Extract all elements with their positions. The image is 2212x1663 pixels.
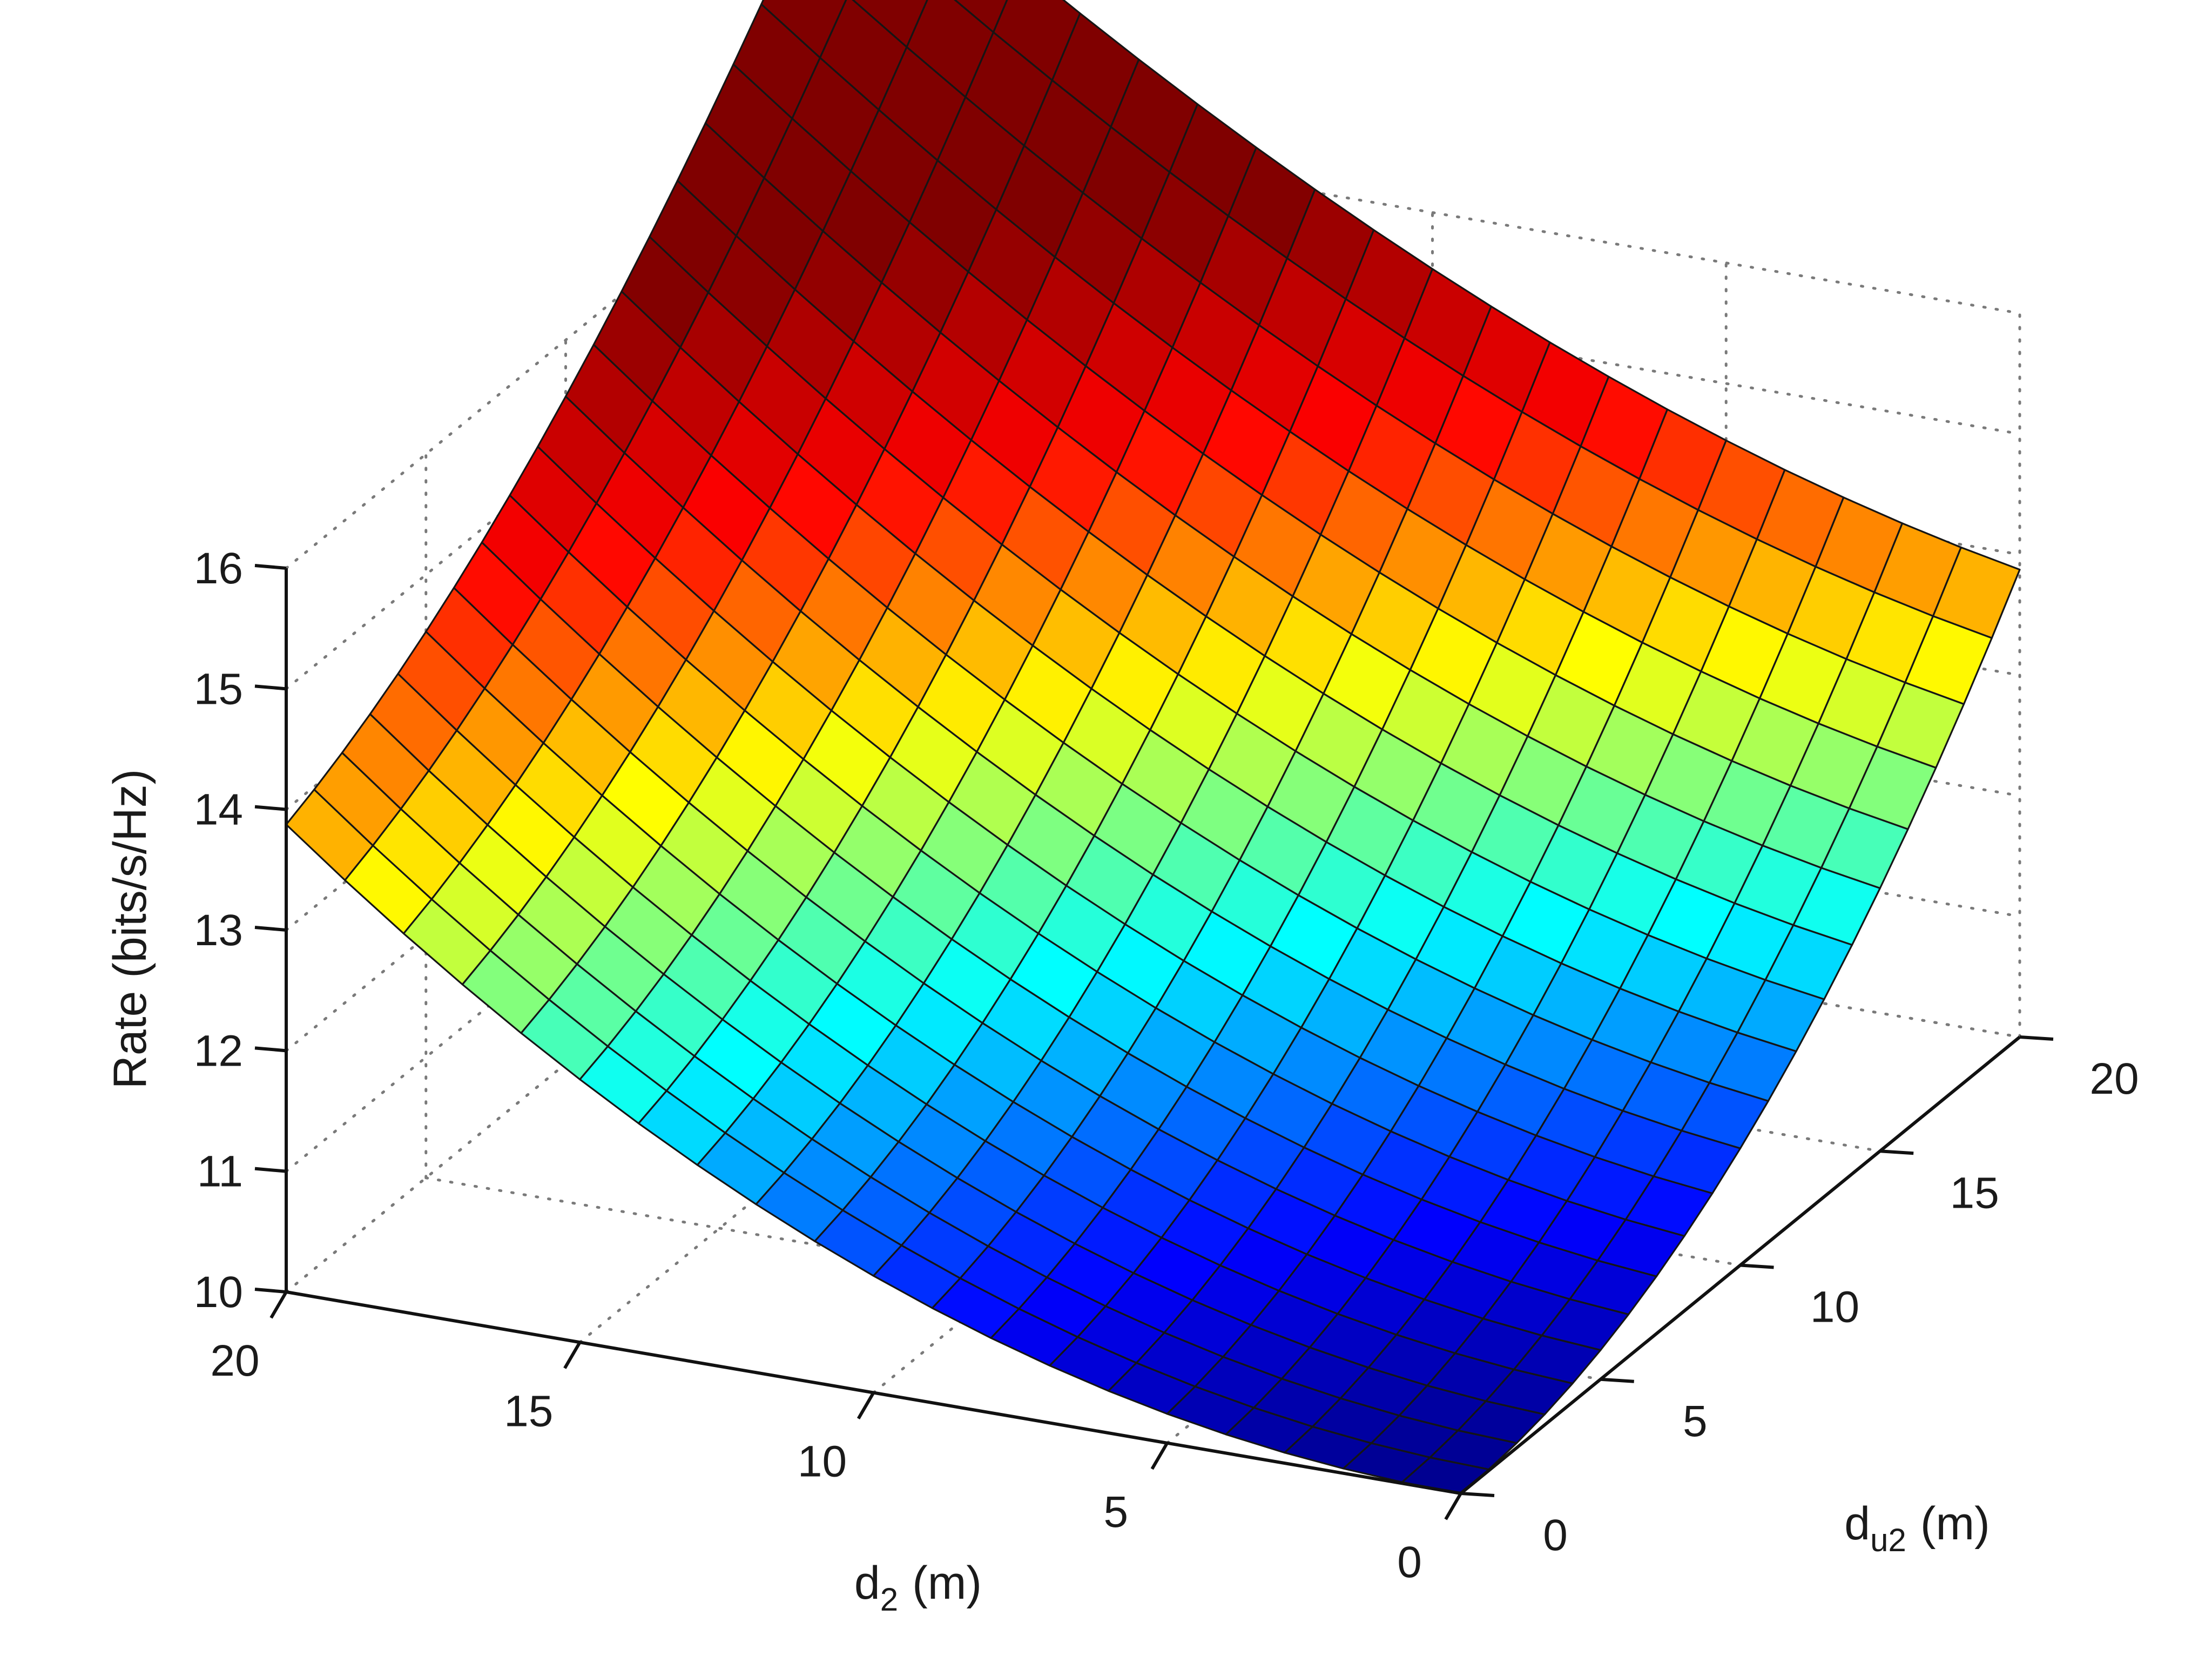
x-tick-20 (269, 1291, 288, 1319)
z-tick-15 (254, 684, 287, 691)
x-tick-0 (1444, 1492, 1462, 1520)
y-axis-label-main: d (1844, 1498, 1870, 1550)
axis-labels: Rate (bits/s/Hz) d2 (m) du2 (m) (104, 769, 1990, 1618)
z-tick-label-10: 10 (194, 1268, 243, 1317)
y-axis-label-unit: (m) (1920, 1498, 1990, 1550)
y-tick-label-5: 5 (1683, 1397, 1708, 1446)
surface-patch-17-19 (954, 0, 1008, 33)
z-tick-14 (254, 805, 287, 811)
x-tick-5 (1150, 1442, 1169, 1470)
x-axis-label-subscript: 2 (880, 1581, 898, 1618)
x-axis-label: d2 (m) (854, 1557, 982, 1618)
x-tick-label-5: 5 (1103, 1487, 1128, 1537)
z-tick-label-15: 15 (194, 664, 243, 713)
y-tick-5 (1600, 1377, 1634, 1383)
x-axis-label-unit: (m) (912, 1557, 982, 1609)
x-tick-10 (857, 1391, 875, 1420)
y-tick-label-0: 0 (1543, 1511, 1568, 1560)
surface-mesh (285, 0, 2021, 1494)
axes-frame: 0 5 10 15 20 0 5 10 15 20 10 11 12 13 14 15 16 (194, 544, 2139, 1587)
z-tick-label-12: 12 (194, 1026, 243, 1075)
x-tick-label-0: 0 (1397, 1538, 1422, 1587)
y-tick-0 (1460, 1492, 1495, 1497)
grid-wall-left-z-16 (285, 110, 847, 570)
z-tick-11 (254, 1167, 287, 1173)
y-tick-label-10: 10 (1810, 1283, 1859, 1332)
y-tick-10 (1740, 1263, 1774, 1269)
x-tick-label-20: 20 (210, 1336, 259, 1385)
y-tick-label-15: 15 (1950, 1168, 1999, 1217)
y-axis-label: du2 (m) (1844, 1498, 1990, 1558)
z-tick-label-11: 11 (197, 1147, 243, 1196)
y-tick-20 (2019, 1035, 2054, 1041)
z-tick-label-14: 14 (194, 785, 243, 834)
x-tick-label-10: 10 (798, 1437, 847, 1486)
z-tick-13 (254, 926, 287, 932)
z-tick-10 (254, 1288, 287, 1294)
z-tick-label-16: 16 (194, 544, 243, 593)
x-tick-label-15: 15 (504, 1386, 553, 1436)
z-tick-16 (254, 564, 287, 570)
x-tick-15 (563, 1341, 582, 1369)
z-tick-label-13: 13 (194, 906, 243, 955)
y-tick-label-20: 20 (2089, 1054, 2139, 1103)
y-axis-label-subscript: u2 (1870, 1522, 1906, 1558)
z-axis-label: Rate (bits/s/Hz) (104, 769, 156, 1089)
y-tick-15 (1880, 1149, 1914, 1155)
z-tick-12 (254, 1046, 287, 1053)
x-axis-label-main: d (854, 1557, 880, 1609)
